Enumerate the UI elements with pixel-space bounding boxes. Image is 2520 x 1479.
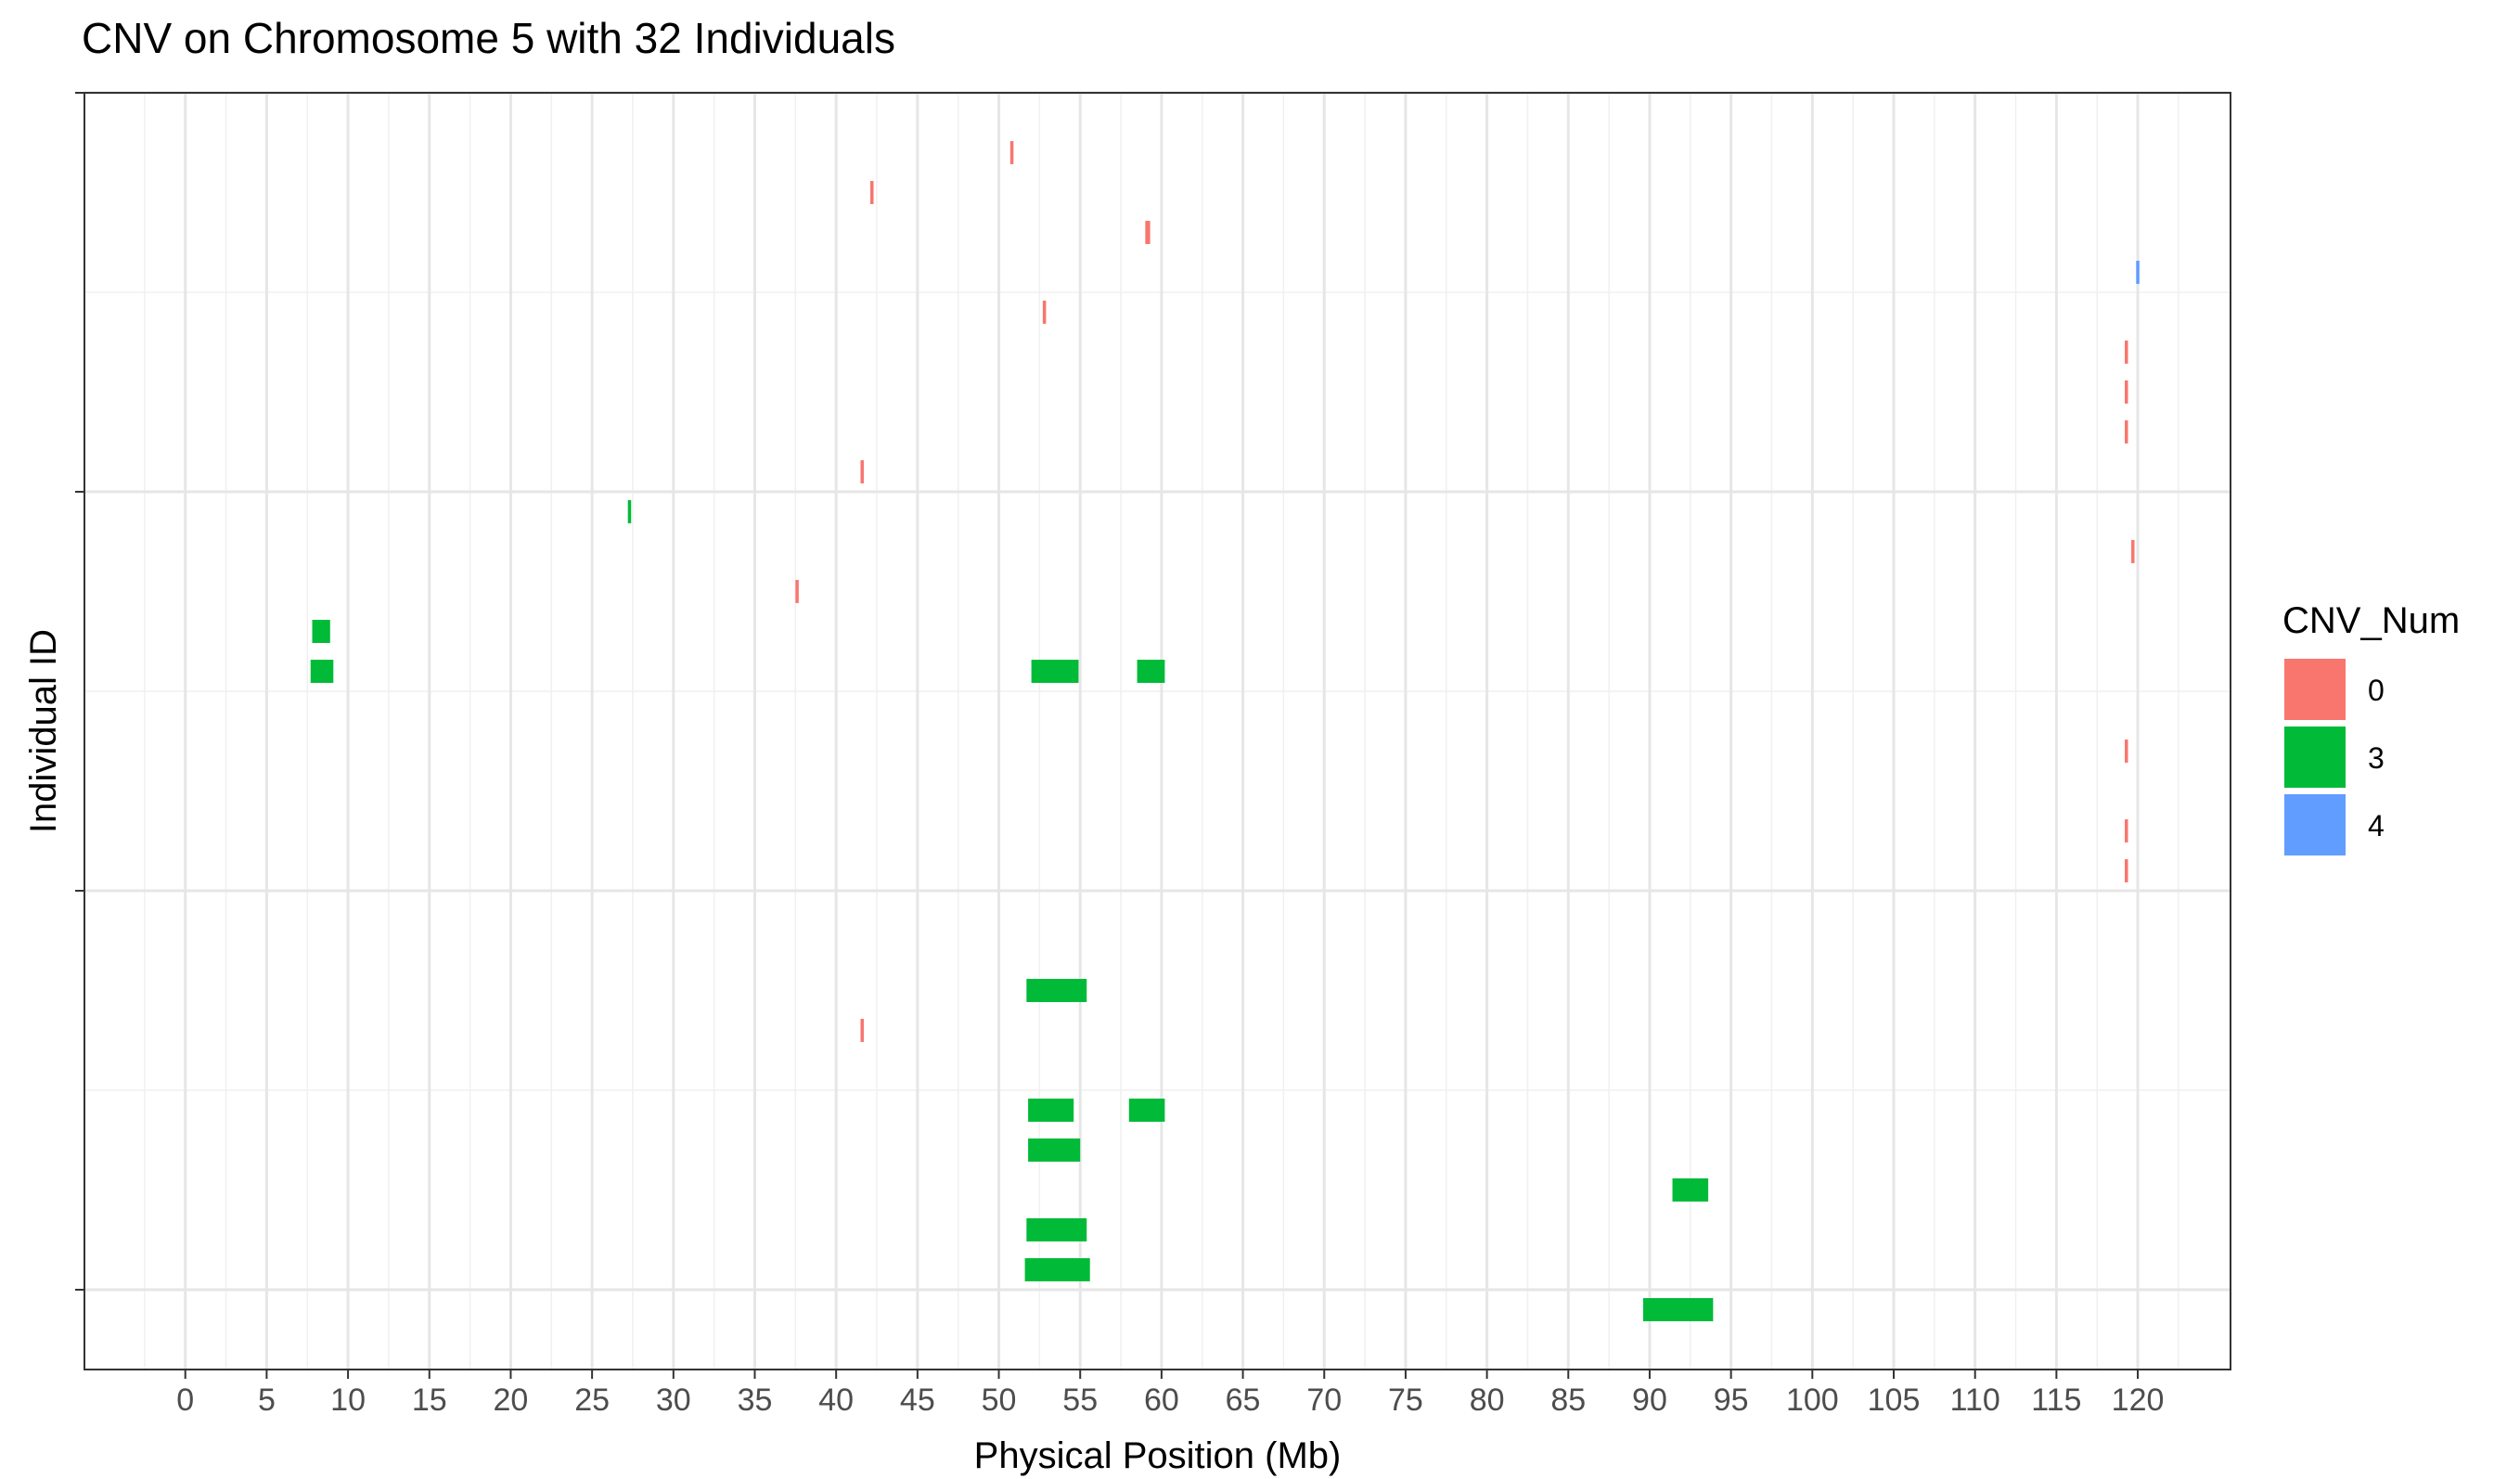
legend-key-swatch bbox=[2284, 794, 2346, 855]
legend-key-label: 3 bbox=[2368, 741, 2385, 775]
x-tick-label: 60 bbox=[1144, 1383, 1179, 1418]
x-tick-label: 10 bbox=[330, 1383, 366, 1418]
cnv-segment bbox=[860, 1019, 864, 1042]
x-tick-label: 55 bbox=[1062, 1383, 1098, 1418]
plot-panel-background bbox=[84, 93, 2231, 1370]
cnv-segments bbox=[310, 141, 2140, 1321]
x-tick-label: 15 bbox=[412, 1383, 447, 1418]
cnv-segment bbox=[860, 460, 864, 483]
y-axis-label: Individual ID bbox=[23, 629, 64, 833]
cnv-segment bbox=[310, 660, 334, 683]
x-tick-label: 45 bbox=[900, 1383, 935, 1418]
cnv-segment bbox=[2125, 819, 2128, 842]
x-tick-label: 5 bbox=[258, 1383, 276, 1418]
legend: CNV_Num 0 3 4 bbox=[2282, 600, 2460, 855]
x-tick-label: 105 bbox=[1868, 1383, 1921, 1418]
legend-title: CNV_Num bbox=[2282, 600, 2460, 641]
cnv-segment bbox=[1031, 660, 1079, 683]
x-tick-label: 75 bbox=[1388, 1383, 1423, 1418]
legend-key-swatch bbox=[2284, 727, 2346, 788]
cnv-segment bbox=[1028, 1138, 1081, 1162]
cnv-segment bbox=[795, 580, 799, 603]
x-tick-label: 115 bbox=[2031, 1383, 2081, 1418]
chart-title: CNV on Chromosome 5 with 32 Individuals bbox=[82, 14, 895, 62]
cnv-segment bbox=[1042, 301, 1047, 324]
cnv-segment bbox=[2125, 740, 2128, 763]
cnv-segment bbox=[312, 620, 330, 643]
x-tick-label: 120 bbox=[2112, 1383, 2165, 1418]
y-axis bbox=[75, 92, 84, 1291]
legend-keys: 0 3 4 bbox=[2284, 659, 2385, 855]
cnv-segment bbox=[2125, 859, 2128, 882]
cnv-segment bbox=[1137, 660, 1165, 683]
x-tick-label: 80 bbox=[1470, 1383, 1505, 1418]
cnv-segment bbox=[2125, 341, 2128, 364]
cnv-segment bbox=[1145, 221, 1151, 244]
x-axis-label: Physical Position (Mb) bbox=[974, 1435, 1342, 1476]
legend-key-label: 0 bbox=[2368, 674, 2385, 707]
x-tick-label: 95 bbox=[1714, 1383, 1749, 1418]
legend-key-swatch bbox=[2284, 659, 2346, 720]
x-tick-label: 90 bbox=[1632, 1383, 1667, 1418]
x-tick-label: 20 bbox=[494, 1383, 529, 1418]
cnv-segment bbox=[2125, 420, 2128, 444]
minor-gridlines bbox=[84, 93, 2231, 1370]
cnv-segment bbox=[1024, 1258, 1090, 1281]
x-tick-label: 30 bbox=[656, 1383, 691, 1418]
x-tick-label: 110 bbox=[1950, 1383, 2000, 1418]
cnv-segment bbox=[2125, 380, 2128, 404]
cnv-segment bbox=[1026, 1218, 1087, 1241]
cnv-segment bbox=[1642, 1298, 1714, 1321]
cnv-segment bbox=[1128, 1099, 1165, 1122]
cnv-segment bbox=[869, 181, 874, 204]
cnv-segment bbox=[2131, 540, 2135, 563]
x-tick-label: 0 bbox=[176, 1383, 194, 1418]
x-tick-label: 50 bbox=[982, 1383, 1017, 1418]
cnv-segment bbox=[1026, 979, 1087, 1002]
x-axis: 0 5 10 15 20 25 30 35 40 45 50 55 60 65 70 75 80 85 90 95 10… bbox=[176, 1370, 2164, 1418]
x-tick-label: 40 bbox=[818, 1383, 854, 1418]
x-tick-label: 85 bbox=[1550, 1383, 1586, 1418]
x-tick-label: 25 bbox=[574, 1383, 610, 1418]
cnv-segment bbox=[627, 500, 632, 523]
cnv-segment bbox=[1009, 141, 1014, 164]
cnv-segment bbox=[1672, 1178, 1709, 1202]
legend-key-label: 4 bbox=[2368, 809, 2385, 842]
plot-panel-border bbox=[84, 92, 2231, 1370]
x-tick-label: 35 bbox=[738, 1383, 773, 1418]
cnv-segment bbox=[2136, 261, 2140, 284]
x-tick-label: 65 bbox=[1226, 1383, 1261, 1418]
x-tick-label: 100 bbox=[1786, 1383, 1839, 1418]
x-tick-label: 70 bbox=[1306, 1383, 1342, 1418]
cnv-segment bbox=[1028, 1099, 1074, 1122]
